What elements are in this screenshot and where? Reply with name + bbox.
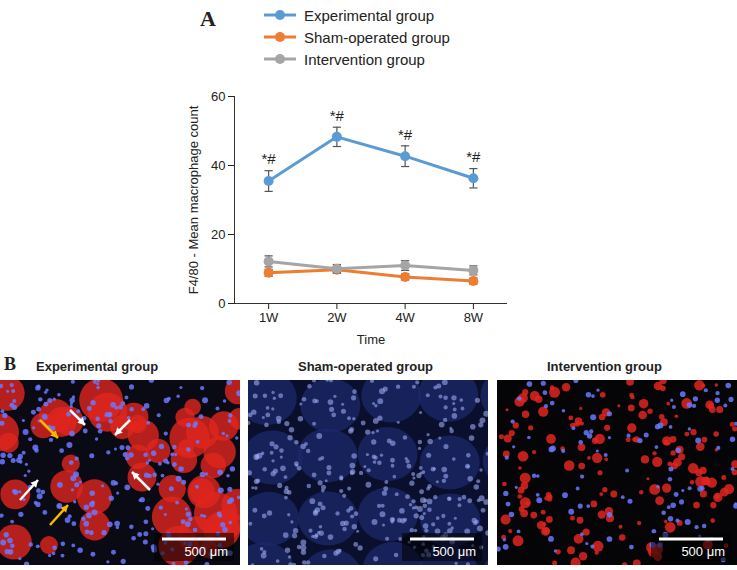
html-text:B: B [4,354,16,374]
svg-text:4W: 4W [395,310,415,325]
html-text:Sham-operated group: Sham-operated group [298,359,434,374]
html-text:Intervention group: Intervention group [547,359,662,374]
svg-text:1W: 1W [259,310,279,325]
svg-text:20: 20 [211,227,225,242]
html-text:A: A [200,6,216,31]
svg-text:0: 0 [218,296,225,311]
svg-text:500 μm: 500 μm [184,544,228,559]
svg-text:500 μm: 500 μm [432,544,476,559]
svg-text:*#: *# [330,107,345,124]
html-text:Sham-operated group: Sham-operated group [304,28,450,46]
svg-text:*#: *# [398,126,413,143]
svg-text:2W: 2W [327,310,347,325]
svg-text:Time: Time [357,332,385,347]
svg-text:500 μm: 500 μm [681,544,725,559]
svg-text:*#: *# [262,150,277,167]
svg-text:8W: 8W [464,310,484,325]
svg-text:60: 60 [211,89,225,104]
svg-text:40: 40 [211,158,225,173]
html-text:Experimental group: Experimental group [304,6,435,24]
svg-text:F4/80 - Mean macrophage count: F4/80 - Mean macrophage count [186,105,201,294]
svg-text:*#: *# [466,148,481,165]
html-text:Experimental group: Experimental group [36,359,159,374]
html-text:Intervention group: Intervention group [304,50,425,68]
